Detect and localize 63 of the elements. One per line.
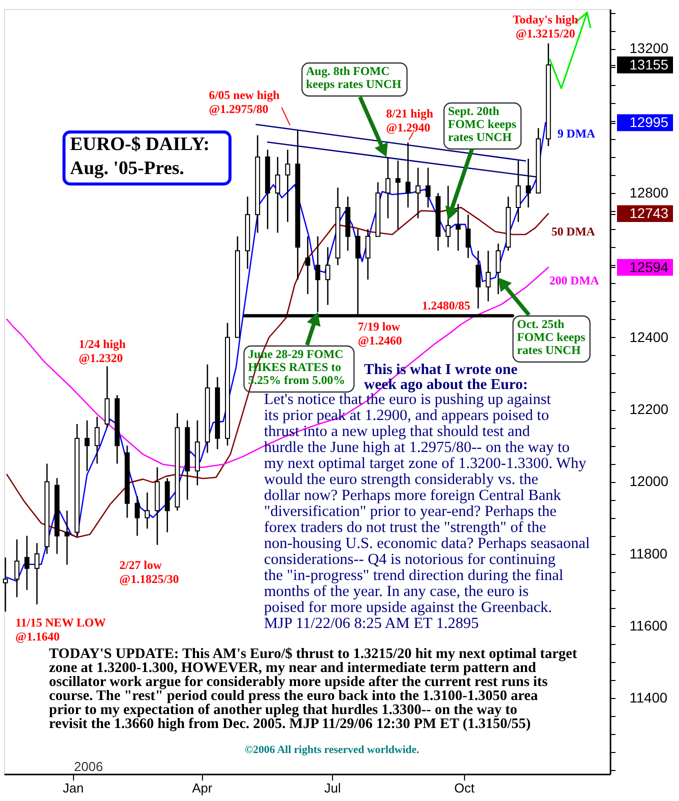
candlestick [275, 156, 280, 234]
candlestick [14, 538, 20, 598]
x-tick-label: Apr [192, 780, 213, 796]
candlestick [456, 203, 461, 252]
annotation: 1/24 high @1.2320 [78, 337, 126, 366]
candlestick [416, 167, 421, 219]
candlestick [516, 160, 521, 223]
candlestick [426, 167, 431, 208]
candlestick [476, 250, 481, 310]
candlestick [64, 510, 70, 566]
annotation: 6/05 new high @1.2975/80 [208, 88, 280, 116]
candlestick [325, 246, 330, 306]
annotation: 2006 [74, 759, 103, 774]
candlestick [315, 236, 320, 313]
candlestick [134, 495, 140, 536]
annotation: Aug. 8th FOMC keeps rates UNCH [306, 64, 402, 91]
y-tick-label: 11600 [630, 618, 668, 634]
annotation: Oct. 25th FOMC keeps rates UNCH [517, 317, 586, 357]
y-tick-label: 13200 [630, 40, 669, 56]
annotation: 1.2480/85 [422, 298, 470, 313]
y-tick-label: 12400 [630, 328, 669, 345]
candlestick [144, 492, 150, 530]
y-tick-label: 12000 [630, 473, 669, 490]
x-tick-label: Jan [62, 780, 84, 796]
annotation: MJP 11/22/06 8:25 AM ET 1.2895 [264, 615, 479, 632]
y-tick-label: 12594 [630, 258, 669, 275]
y-tick-label: 12200 [630, 401, 669, 418]
y-tick-label: 12800 [630, 184, 669, 201]
text: Let's notice that the euro is pushing up against its prior peak at 1.2900, and appears poised to thrust into a new upleg that should test and hurdle the June high at 1.2975/80-- on the way to my next optimal target zone of 1.3200-1.3300. Why would the euro strength considerably vs. the dollar now? Perhaps more foreign Central Bank "diversification" prior to year-end? Perhaps the forex traders do not trust the "strength" of the non-housing U.S. economic data? Perhaps seasaonal considerations-- Q4 is notorious for continuing the "in-progress" trend direction during the final months of the year. In any case, the euro is poised for more upside against the Greenback. [264, 391, 590, 616]
annotation: TODAY'S UPDATE: This AM's Euro/$ thrust to 1.3215/20 hit my next optimal target zone at 1.3200-1.300, HOWEVER, my near and intermediate term pattern and oscillator work argue for considerably more upside after the current rest runs its course. The "rest" period could press the euro back into the 1.3100-1.3050 area prior to my expectation of another upleg that hurdles 1.3300-- on the way to revisit the 1.3660 high from Dec. 2005. MJP 11/29/06 12:30 PM ET (1.3150/55) [49, 646, 578, 732]
annotation: ©2006 All rights reserved worldwide. [244, 744, 420, 756]
y-tick-label: 13155 [630, 56, 669, 72]
annotation: 8/21 high @1.2940 [386, 106, 434, 135]
text: EURO-$ DAILY: Aug. '05-Pres. [70, 134, 210, 179]
series-label: 9 DMA [558, 126, 596, 141]
series-label: 50 DMA [551, 224, 596, 239]
x-tick-label: Oct [454, 780, 475, 796]
candlestick [486, 250, 491, 302]
annotation: 11/15 NEW LOW @1.1640 [15, 616, 106, 644]
y-tick-label: 11400 [630, 690, 668, 706]
x-tick-label: Jul [324, 780, 341, 796]
y-tick-label: 12995 [630, 114, 669, 130]
y-tick-label: 12743 [630, 205, 669, 222]
annotation: 2/27 low @1.1825/30 [119, 558, 179, 586]
candlestick [365, 228, 370, 280]
annotation: Sept. 20th FOMC keeps rates UNCH [448, 104, 517, 144]
candlestick [406, 142, 410, 208]
annotation: 7/19 low @1.2460 [358, 320, 402, 348]
y-tick-label: 11800 [630, 545, 668, 562]
candlestick [84, 420, 90, 472]
series-label: 200 DMA [549, 273, 600, 288]
candlestick [466, 214, 471, 259]
candlestick [395, 160, 400, 230]
candlestick [285, 149, 290, 223]
candlestick [2, 556, 8, 612]
candlestick [305, 236, 310, 295]
annotation: Today's high @1.3215/20 [512, 12, 578, 40]
candlestick [94, 416, 100, 464]
candlestick [24, 535, 30, 591]
candlestick [34, 542, 40, 606]
candlestick [496, 242, 501, 295]
candlestick [526, 158, 531, 208]
candlestick [385, 156, 390, 219]
